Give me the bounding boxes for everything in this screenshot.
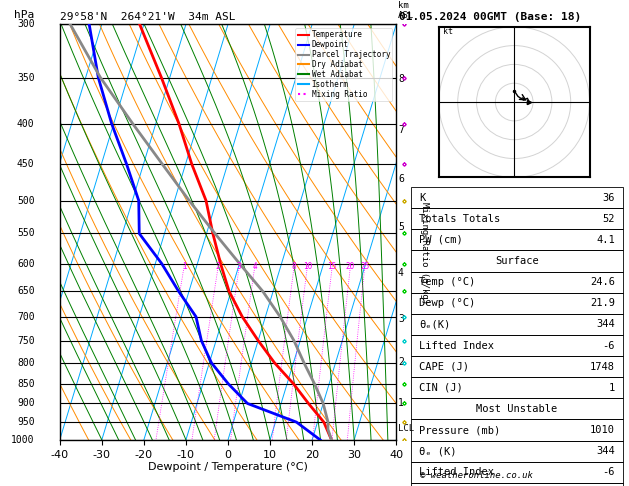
Text: 1: 1: [609, 383, 615, 393]
Bar: [411, 462, 623, 483]
Text: 8: 8: [292, 262, 296, 271]
Text: 450: 450: [17, 159, 35, 169]
Text: 500: 500: [17, 195, 35, 206]
Bar: [411, 483, 623, 486]
Text: 01.05.2024 00GMT (Base: 18): 01.05.2024 00GMT (Base: 18): [399, 12, 582, 22]
Text: 4.1: 4.1: [596, 235, 615, 245]
Text: 1000: 1000: [11, 435, 35, 445]
Text: 650: 650: [17, 286, 35, 296]
Text: 52: 52: [603, 214, 615, 224]
Text: 8: 8: [398, 74, 404, 85]
Text: 4: 4: [398, 268, 404, 278]
Text: -6: -6: [603, 467, 615, 477]
Text: © weatheronline.co.uk: © weatheronline.co.uk: [420, 471, 533, 480]
Text: Lifted Index: Lifted Index: [420, 467, 494, 477]
Text: Surface: Surface: [495, 256, 539, 266]
Text: 1: 1: [398, 398, 404, 408]
Text: 6: 6: [398, 174, 404, 184]
Bar: [411, 356, 623, 377]
Text: Mixing Ratio (g/kg): Mixing Ratio (g/kg): [420, 202, 430, 304]
Text: Temp (°C): Temp (°C): [420, 277, 476, 287]
Text: kt: kt: [443, 27, 453, 36]
Text: 10: 10: [303, 262, 312, 271]
Legend: Temperature, Dewpoint, Parcel Trajectory, Dry Adiabat, Wet Adiabat, Isotherm, Mi: Temperature, Dewpoint, Parcel Trajectory…: [296, 28, 392, 101]
Text: 850: 850: [17, 379, 35, 389]
Text: K: K: [420, 192, 425, 203]
Text: 4: 4: [252, 262, 257, 271]
Text: 1: 1: [182, 262, 186, 271]
Text: 950: 950: [17, 417, 35, 427]
Text: 2: 2: [398, 357, 404, 366]
Text: 700: 700: [17, 312, 35, 322]
Text: 550: 550: [17, 228, 35, 239]
Text: θₑ (K): θₑ (K): [420, 446, 457, 456]
Bar: [411, 419, 623, 441]
Bar: [411, 441, 623, 462]
Text: 20: 20: [346, 262, 355, 271]
X-axis label: Dewpoint / Temperature (°C): Dewpoint / Temperature (°C): [148, 462, 308, 472]
Text: 350: 350: [17, 72, 35, 83]
Text: PW (cm): PW (cm): [420, 235, 463, 245]
Text: 15: 15: [328, 262, 337, 271]
Text: LCL: LCL: [398, 424, 414, 433]
Text: CIN (J): CIN (J): [420, 383, 463, 393]
Text: 900: 900: [17, 399, 35, 408]
Text: -6: -6: [603, 341, 615, 350]
Bar: [411, 272, 623, 293]
Text: 600: 600: [17, 259, 35, 269]
Bar: [411, 399, 623, 419]
Text: 7: 7: [398, 124, 404, 135]
Bar: [411, 250, 623, 272]
Text: 25: 25: [360, 262, 369, 271]
Text: 5: 5: [398, 222, 404, 232]
Text: CAPE (J): CAPE (J): [420, 362, 469, 372]
Text: km
ASL: km ASL: [398, 1, 414, 20]
Text: Lifted Index: Lifted Index: [420, 341, 494, 350]
Text: 29°58'N  264°21'W  34m ASL: 29°58'N 264°21'W 34m ASL: [60, 12, 235, 22]
Bar: [411, 208, 623, 229]
Text: Most Unstable: Most Unstable: [476, 404, 558, 414]
Text: 1010: 1010: [590, 425, 615, 435]
Text: 3: 3: [237, 262, 242, 271]
Text: 3: 3: [398, 314, 404, 324]
Text: hPa: hPa: [14, 10, 35, 20]
Text: θₑ(K): θₑ(K): [420, 319, 450, 330]
Text: 300: 300: [17, 19, 35, 29]
Bar: [411, 229, 623, 250]
Text: Dewp (°C): Dewp (°C): [420, 298, 476, 308]
Text: 400: 400: [17, 119, 35, 129]
Text: Totals Totals: Totals Totals: [420, 214, 501, 224]
Text: 2: 2: [216, 262, 221, 271]
Bar: [411, 377, 623, 399]
Bar: [411, 314, 623, 335]
Text: 36: 36: [603, 192, 615, 203]
Text: 344: 344: [596, 446, 615, 456]
Text: 750: 750: [17, 335, 35, 346]
Bar: [411, 293, 623, 314]
Text: 24.6: 24.6: [590, 277, 615, 287]
Bar: [411, 335, 623, 356]
Text: 1748: 1748: [590, 362, 615, 372]
Text: 21.9: 21.9: [590, 298, 615, 308]
Text: Pressure (mb): Pressure (mb): [420, 425, 501, 435]
Text: 800: 800: [17, 358, 35, 368]
Text: 344: 344: [596, 319, 615, 330]
Bar: [411, 187, 623, 208]
